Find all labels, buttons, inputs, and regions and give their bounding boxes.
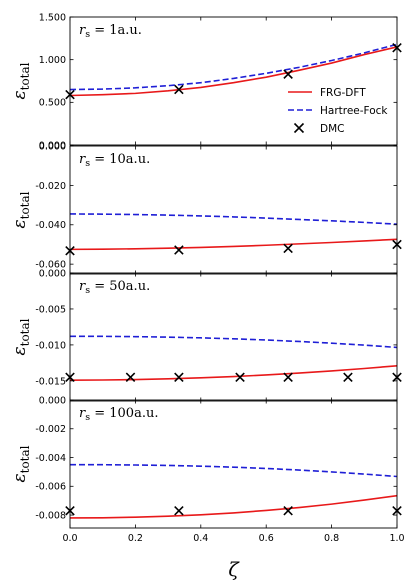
dmc-marker	[283, 372, 293, 383]
hartree-fock-line	[70, 43, 397, 91]
legend-label: Hartree-Fock	[320, 105, 388, 117]
y-tick-label: 0.000	[39, 140, 66, 151]
y-tick-label: -0.060	[35, 260, 66, 271]
dmc-marker	[343, 372, 353, 383]
dmc-marker	[174, 245, 184, 255]
frg-dft-line	[70, 46, 397, 97]
y-axis-label: εtotal	[10, 191, 32, 228]
legend-label: FRG-DFT	[320, 87, 366, 99]
x-tick-label: 0.8	[324, 533, 339, 544]
dmc-marker	[283, 505, 293, 516]
x-tick-label: 0.4	[193, 533, 208, 544]
x-tick-label: 0.2	[128, 533, 143, 544]
legend-dmc-marker	[293, 122, 305, 134]
dmc-marker	[174, 84, 184, 95]
frg-dft-line	[70, 494, 397, 519]
y-tick-label: 1.000	[39, 55, 66, 66]
hartree-fock-line	[70, 213, 397, 225]
dmc-marker	[174, 372, 184, 383]
y-tick-label: -0.002	[35, 424, 66, 435]
panel-title: rs = 10a.u.	[79, 152, 150, 169]
y-tick-label: -0.010	[35, 340, 66, 351]
y-axis-label: εtotal	[10, 318, 32, 355]
y-tick-label: -0.015	[35, 376, 66, 387]
x-tick-label: 0.6	[259, 533, 274, 544]
panel-3: 0.000 -0.005 -0.010 -0.015 rs = 50a.u. εtotal	[10, 268, 402, 402]
y-tick-label: -0.006	[35, 482, 66, 493]
panel-title: rs = 50a.u.	[79, 279, 150, 296]
frg-dft-line	[70, 364, 397, 381]
legend: FRG-DFT Hartree-Fock DMC	[288, 87, 388, 135]
dmc-marker	[283, 69, 293, 79]
y-tick-label: -0.008	[35, 510, 66, 521]
y-tick-label: -0.004	[35, 453, 66, 464]
x-tick-label: 0.0	[62, 533, 77, 544]
plot-frame	[69, 399, 398, 529]
panel-2: 0.000 -0.020 -0.040 -0.060 rs = 10a.u. εtotal	[10, 141, 402, 275]
hartree-fock-line	[70, 463, 397, 478]
plot-frame	[69, 16, 398, 146]
hartree-fock-line	[70, 335, 397, 349]
x-axis-label: ζ	[228, 559, 240, 581]
panel-1: 0.000 0.500 1.000 1.500 rs = 1a.u. εtotal FRG-…	[10, 12, 402, 151]
y-tick-label: 1.500	[39, 12, 66, 23]
y-tick-label: -0.020	[35, 181, 66, 192]
panel-title: rs = 100a.u.	[79, 406, 158, 423]
y-tick-label: 0.000	[39, 141, 66, 152]
dmc-marker	[235, 372, 245, 383]
x-tick-label: 1.0	[389, 533, 404, 544]
panel-4: 0.000 -0.002 -0.004 -0.006 -0.008 0.0 0.2 0.4 0.…	[10, 395, 405, 544]
dmc-marker	[283, 243, 293, 254]
plot-frame	[69, 145, 398, 275]
dmc-marker	[125, 372, 136, 383]
panel-title: rs = 1a.u.	[79, 23, 142, 40]
y-axis-label: εtotal	[10, 62, 32, 99]
frg-dft-line	[70, 238, 397, 251]
y-tick-label: -0.040	[35, 220, 66, 231]
y-tick-label: -0.005	[35, 304, 66, 315]
y-tick-label: 0.500	[39, 98, 66, 109]
dmc-marker	[174, 505, 184, 516]
y-axis-label: εtotal	[10, 445, 32, 482]
y-tick-label: 0.000	[39, 268, 66, 279]
y-tick-label: 0.000	[39, 395, 66, 406]
legend-label: DMC	[320, 123, 344, 135]
plot-frame	[69, 272, 398, 402]
